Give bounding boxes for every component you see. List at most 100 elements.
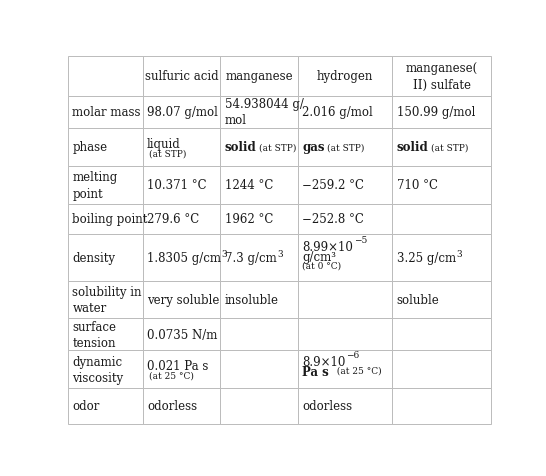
Text: 2.016 g/mol: 2.016 g/mol — [302, 106, 373, 119]
Bar — [221, 57, 298, 96]
Text: odor: odor — [73, 399, 100, 412]
Bar — [393, 318, 491, 351]
Bar — [68, 167, 143, 204]
Text: hydrogen: hydrogen — [317, 70, 373, 83]
Text: melting
point: melting point — [73, 171, 118, 200]
Bar — [393, 388, 491, 424]
Bar — [298, 235, 393, 282]
Bar — [393, 129, 491, 167]
Bar — [68, 129, 143, 167]
Bar — [298, 282, 393, 318]
Bar — [68, 235, 143, 282]
Text: manganese: manganese — [225, 70, 293, 83]
Bar — [68, 282, 143, 318]
Text: 54.938044 g/
mol: 54.938044 g/ mol — [225, 98, 304, 127]
Text: 3: 3 — [222, 249, 227, 258]
Bar — [298, 167, 393, 204]
Text: 3: 3 — [277, 249, 283, 258]
Bar — [143, 388, 221, 424]
Bar — [143, 167, 221, 204]
Bar — [143, 204, 221, 235]
Text: surface
tension: surface tension — [73, 320, 116, 349]
Text: (at STP): (at STP) — [259, 143, 296, 152]
Bar — [68, 96, 143, 129]
Bar — [298, 129, 393, 167]
Bar — [221, 235, 298, 282]
Bar — [143, 282, 221, 318]
Text: solid: solid — [225, 141, 257, 154]
Text: Pa s: Pa s — [302, 366, 329, 378]
Bar — [221, 129, 298, 167]
Bar — [393, 57, 491, 96]
Text: 1962 °C: 1962 °C — [225, 213, 273, 226]
Text: −252.8 °C: −252.8 °C — [302, 213, 364, 226]
Bar — [298, 96, 393, 129]
Bar — [393, 235, 491, 282]
Text: solubility in
water: solubility in water — [73, 285, 142, 315]
Text: density: density — [73, 252, 116, 265]
Text: 1244 °C: 1244 °C — [225, 179, 273, 192]
Text: g/cm³: g/cm³ — [302, 251, 336, 264]
Bar — [393, 282, 491, 318]
Text: 0.021 Pa s: 0.021 Pa s — [147, 359, 209, 372]
Bar — [143, 351, 221, 388]
Text: 7.3 g/cm: 7.3 g/cm — [225, 252, 276, 265]
Text: 3: 3 — [456, 249, 462, 258]
Bar — [143, 129, 221, 167]
Text: solid: solid — [397, 141, 429, 154]
Text: soluble: soluble — [397, 294, 440, 307]
Bar — [393, 96, 491, 129]
Bar — [221, 204, 298, 235]
Bar — [298, 388, 393, 424]
Text: insoluble: insoluble — [225, 294, 278, 307]
Bar — [298, 351, 393, 388]
Text: 1.8305 g/cm: 1.8305 g/cm — [147, 252, 221, 265]
Bar — [68, 318, 143, 351]
Bar — [221, 318, 298, 351]
Bar — [221, 351, 298, 388]
Text: odorless: odorless — [302, 399, 353, 412]
Text: 10.371 °C: 10.371 °C — [147, 179, 206, 192]
Text: 710 °C: 710 °C — [397, 179, 438, 192]
Bar — [393, 204, 491, 235]
Bar — [393, 351, 491, 388]
Text: 8.9×10: 8.9×10 — [302, 355, 346, 368]
Bar — [68, 204, 143, 235]
Bar — [298, 204, 393, 235]
Text: 3.25 g/cm: 3.25 g/cm — [397, 252, 456, 265]
Text: (at 0 °C): (at 0 °C) — [302, 261, 342, 270]
Text: −6: −6 — [346, 350, 359, 359]
Bar — [221, 388, 298, 424]
Bar — [143, 318, 221, 351]
Bar — [68, 388, 143, 424]
Text: 98.07 g/mol: 98.07 g/mol — [147, 106, 218, 119]
Text: gas: gas — [302, 141, 325, 154]
Text: liquid: liquid — [147, 137, 181, 150]
Text: odorless: odorless — [147, 399, 197, 412]
Bar — [221, 282, 298, 318]
Bar — [221, 167, 298, 204]
Text: (at 25 °C): (at 25 °C) — [331, 366, 382, 375]
Text: sulfuric acid: sulfuric acid — [145, 70, 218, 83]
Text: molar mass: molar mass — [73, 106, 141, 119]
Text: (at STP): (at STP) — [149, 149, 186, 158]
Text: −5: −5 — [354, 236, 367, 245]
Text: (at 25 °C): (at 25 °C) — [149, 371, 194, 380]
Text: manganese(
II) sulfate: manganese( II) sulfate — [406, 62, 478, 91]
Text: dynamic
viscosity: dynamic viscosity — [73, 355, 123, 384]
Text: 279.6 °C: 279.6 °C — [147, 213, 199, 226]
Text: very soluble: very soluble — [147, 294, 219, 307]
Bar — [221, 96, 298, 129]
Bar — [143, 96, 221, 129]
Text: phase: phase — [73, 141, 108, 154]
Text: boiling point: boiling point — [73, 213, 148, 226]
Text: (at STP): (at STP) — [328, 143, 365, 152]
Bar — [68, 57, 143, 96]
Text: 150.99 g/mol: 150.99 g/mol — [397, 106, 475, 119]
Bar — [68, 351, 143, 388]
Bar — [143, 235, 221, 282]
Bar — [298, 57, 393, 96]
Text: 0.0735 N/m: 0.0735 N/m — [147, 328, 217, 341]
Bar — [298, 318, 393, 351]
Text: (at STP): (at STP) — [431, 143, 468, 152]
